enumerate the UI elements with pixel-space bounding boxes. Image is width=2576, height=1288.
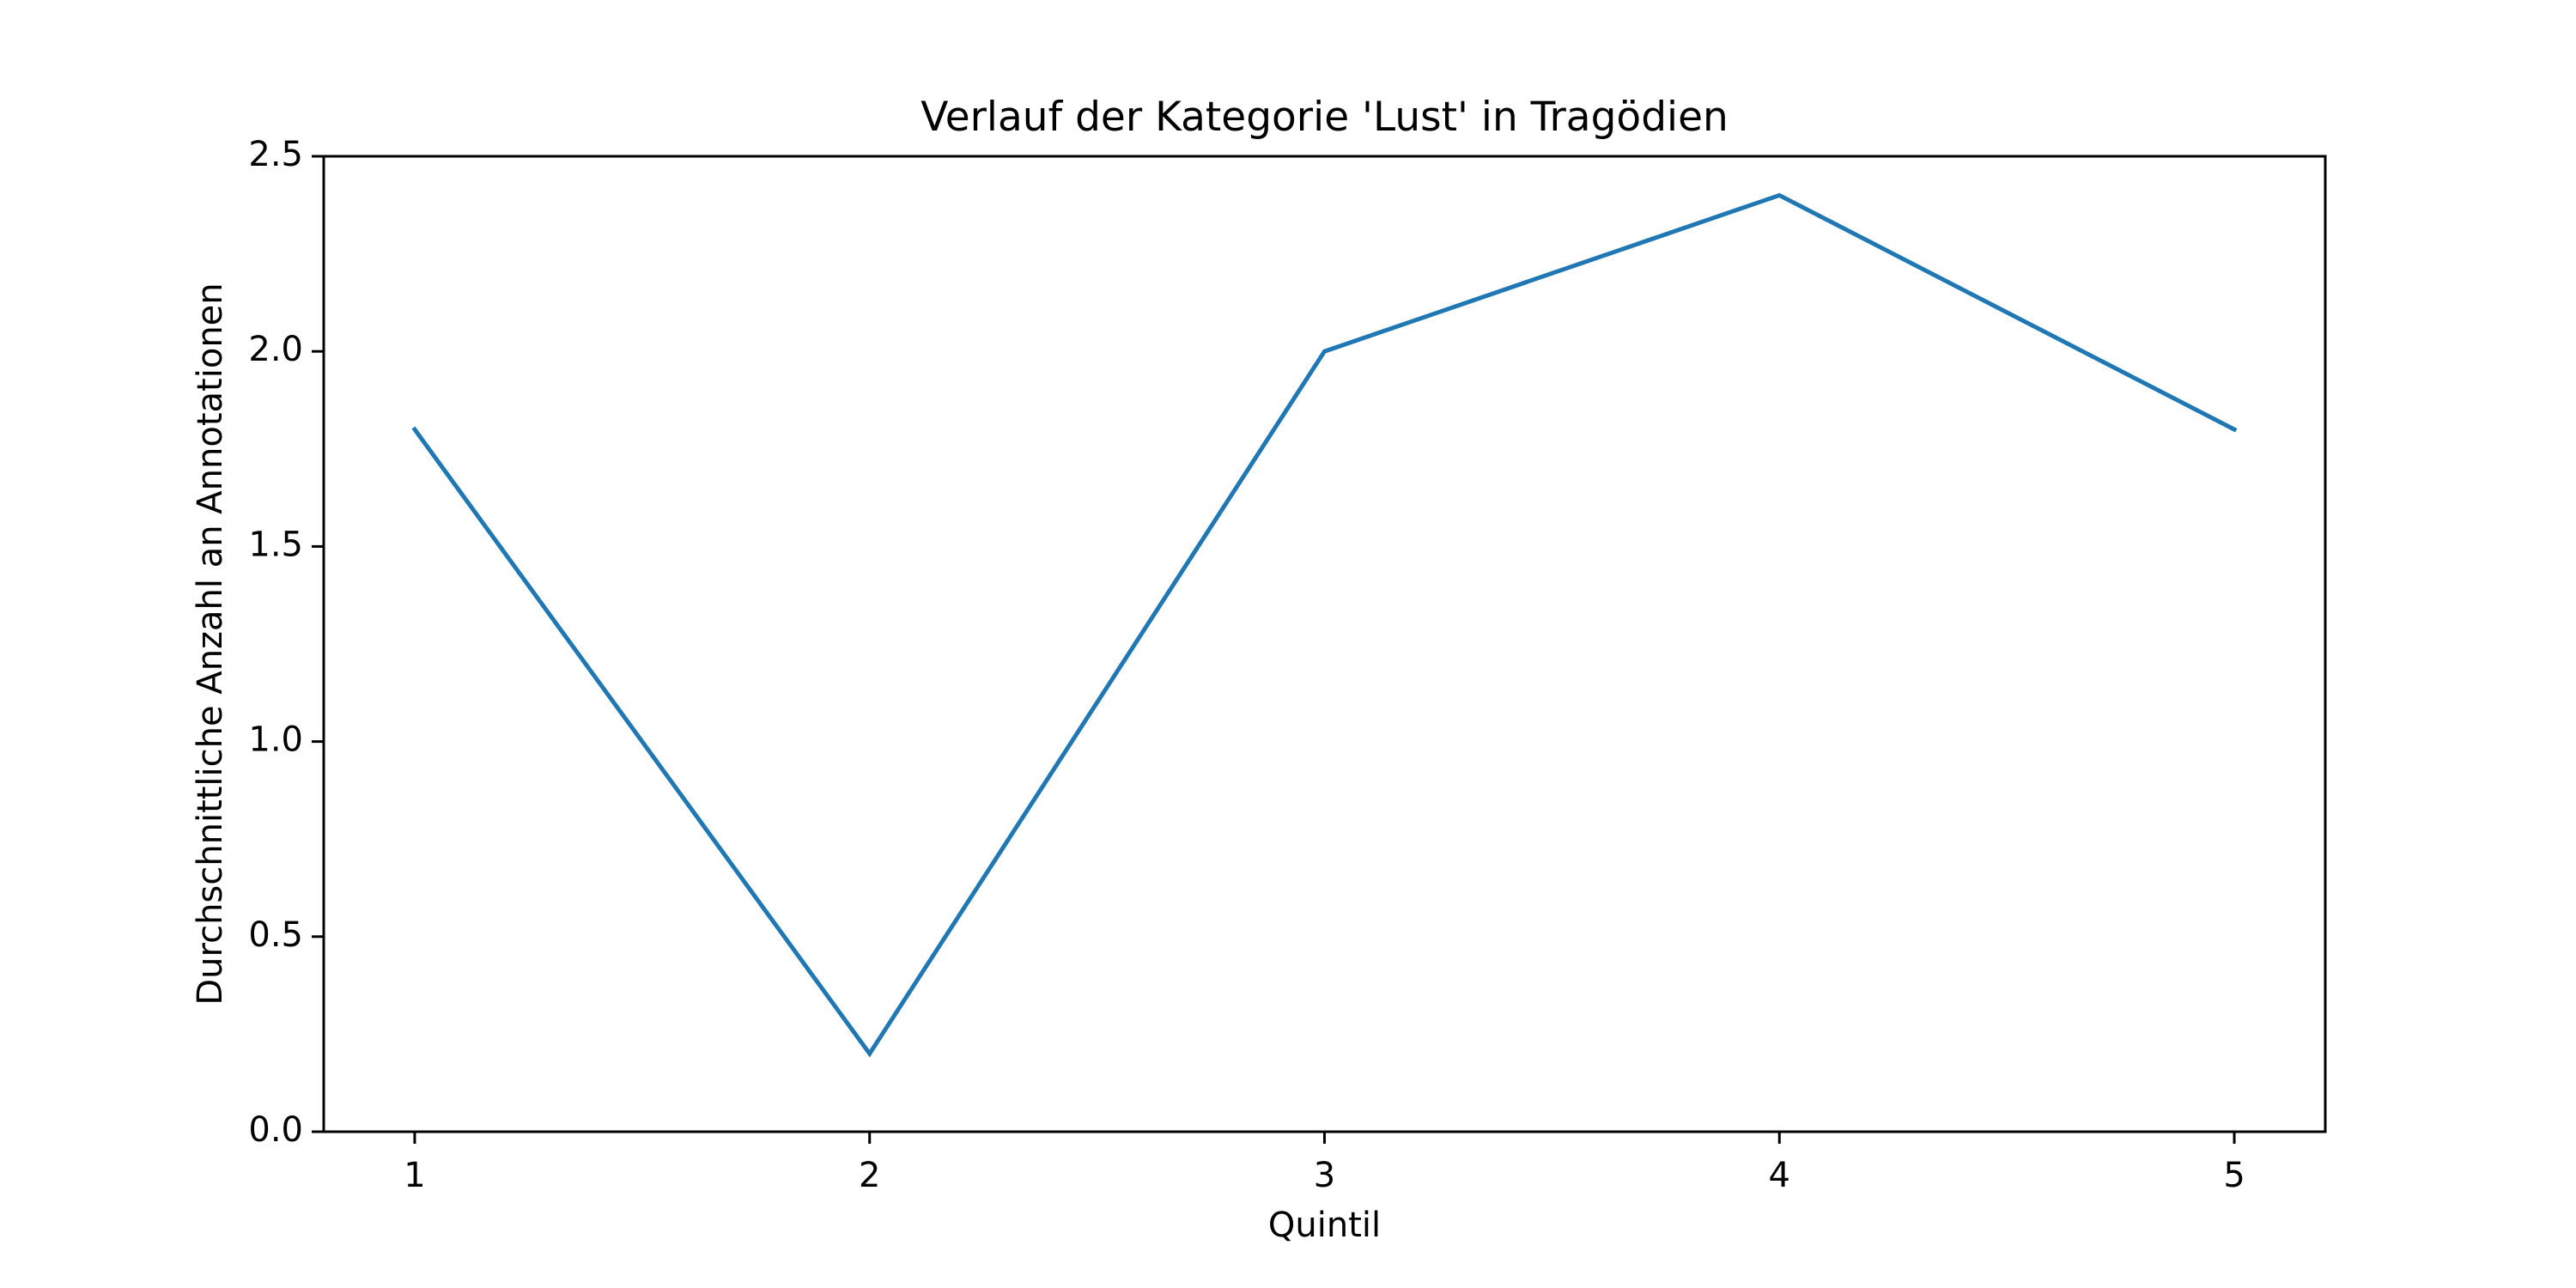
y-axis: 0.0 0.5 1.0 1.5 2.0 2.5 [248,135,324,1150]
y-tick-label: 1.5 [248,525,303,564]
x-axis: 1 2 3 4 5 [404,1132,2245,1195]
x-tick-label: 4 [1769,1156,1790,1195]
y-tick-label: 0.5 [248,915,303,955]
x-tick-label: 1 [404,1156,425,1195]
y-tick-label: 2.5 [248,135,303,174]
plot-frame [322,155,2327,1133]
y-tick-label: 0.0 [248,1110,303,1150]
x-tick-label: 3 [1314,1156,1335,1195]
x-tick-label: 2 [859,1156,880,1195]
x-tick-label: 5 [2223,1156,2245,1195]
y-tick-label: 2.0 [248,330,303,369]
x-axis-label: Quintil [1268,1206,1381,1245]
series-layer [411,192,2238,1058]
y-axis-label: Durchschnittliche Anzahl an Annotationen [191,283,230,1005]
y-tick-label: 1.0 [248,720,303,760]
chart-title: Verlauf der Kategorie 'Lust' in Tragödie… [920,94,1728,141]
